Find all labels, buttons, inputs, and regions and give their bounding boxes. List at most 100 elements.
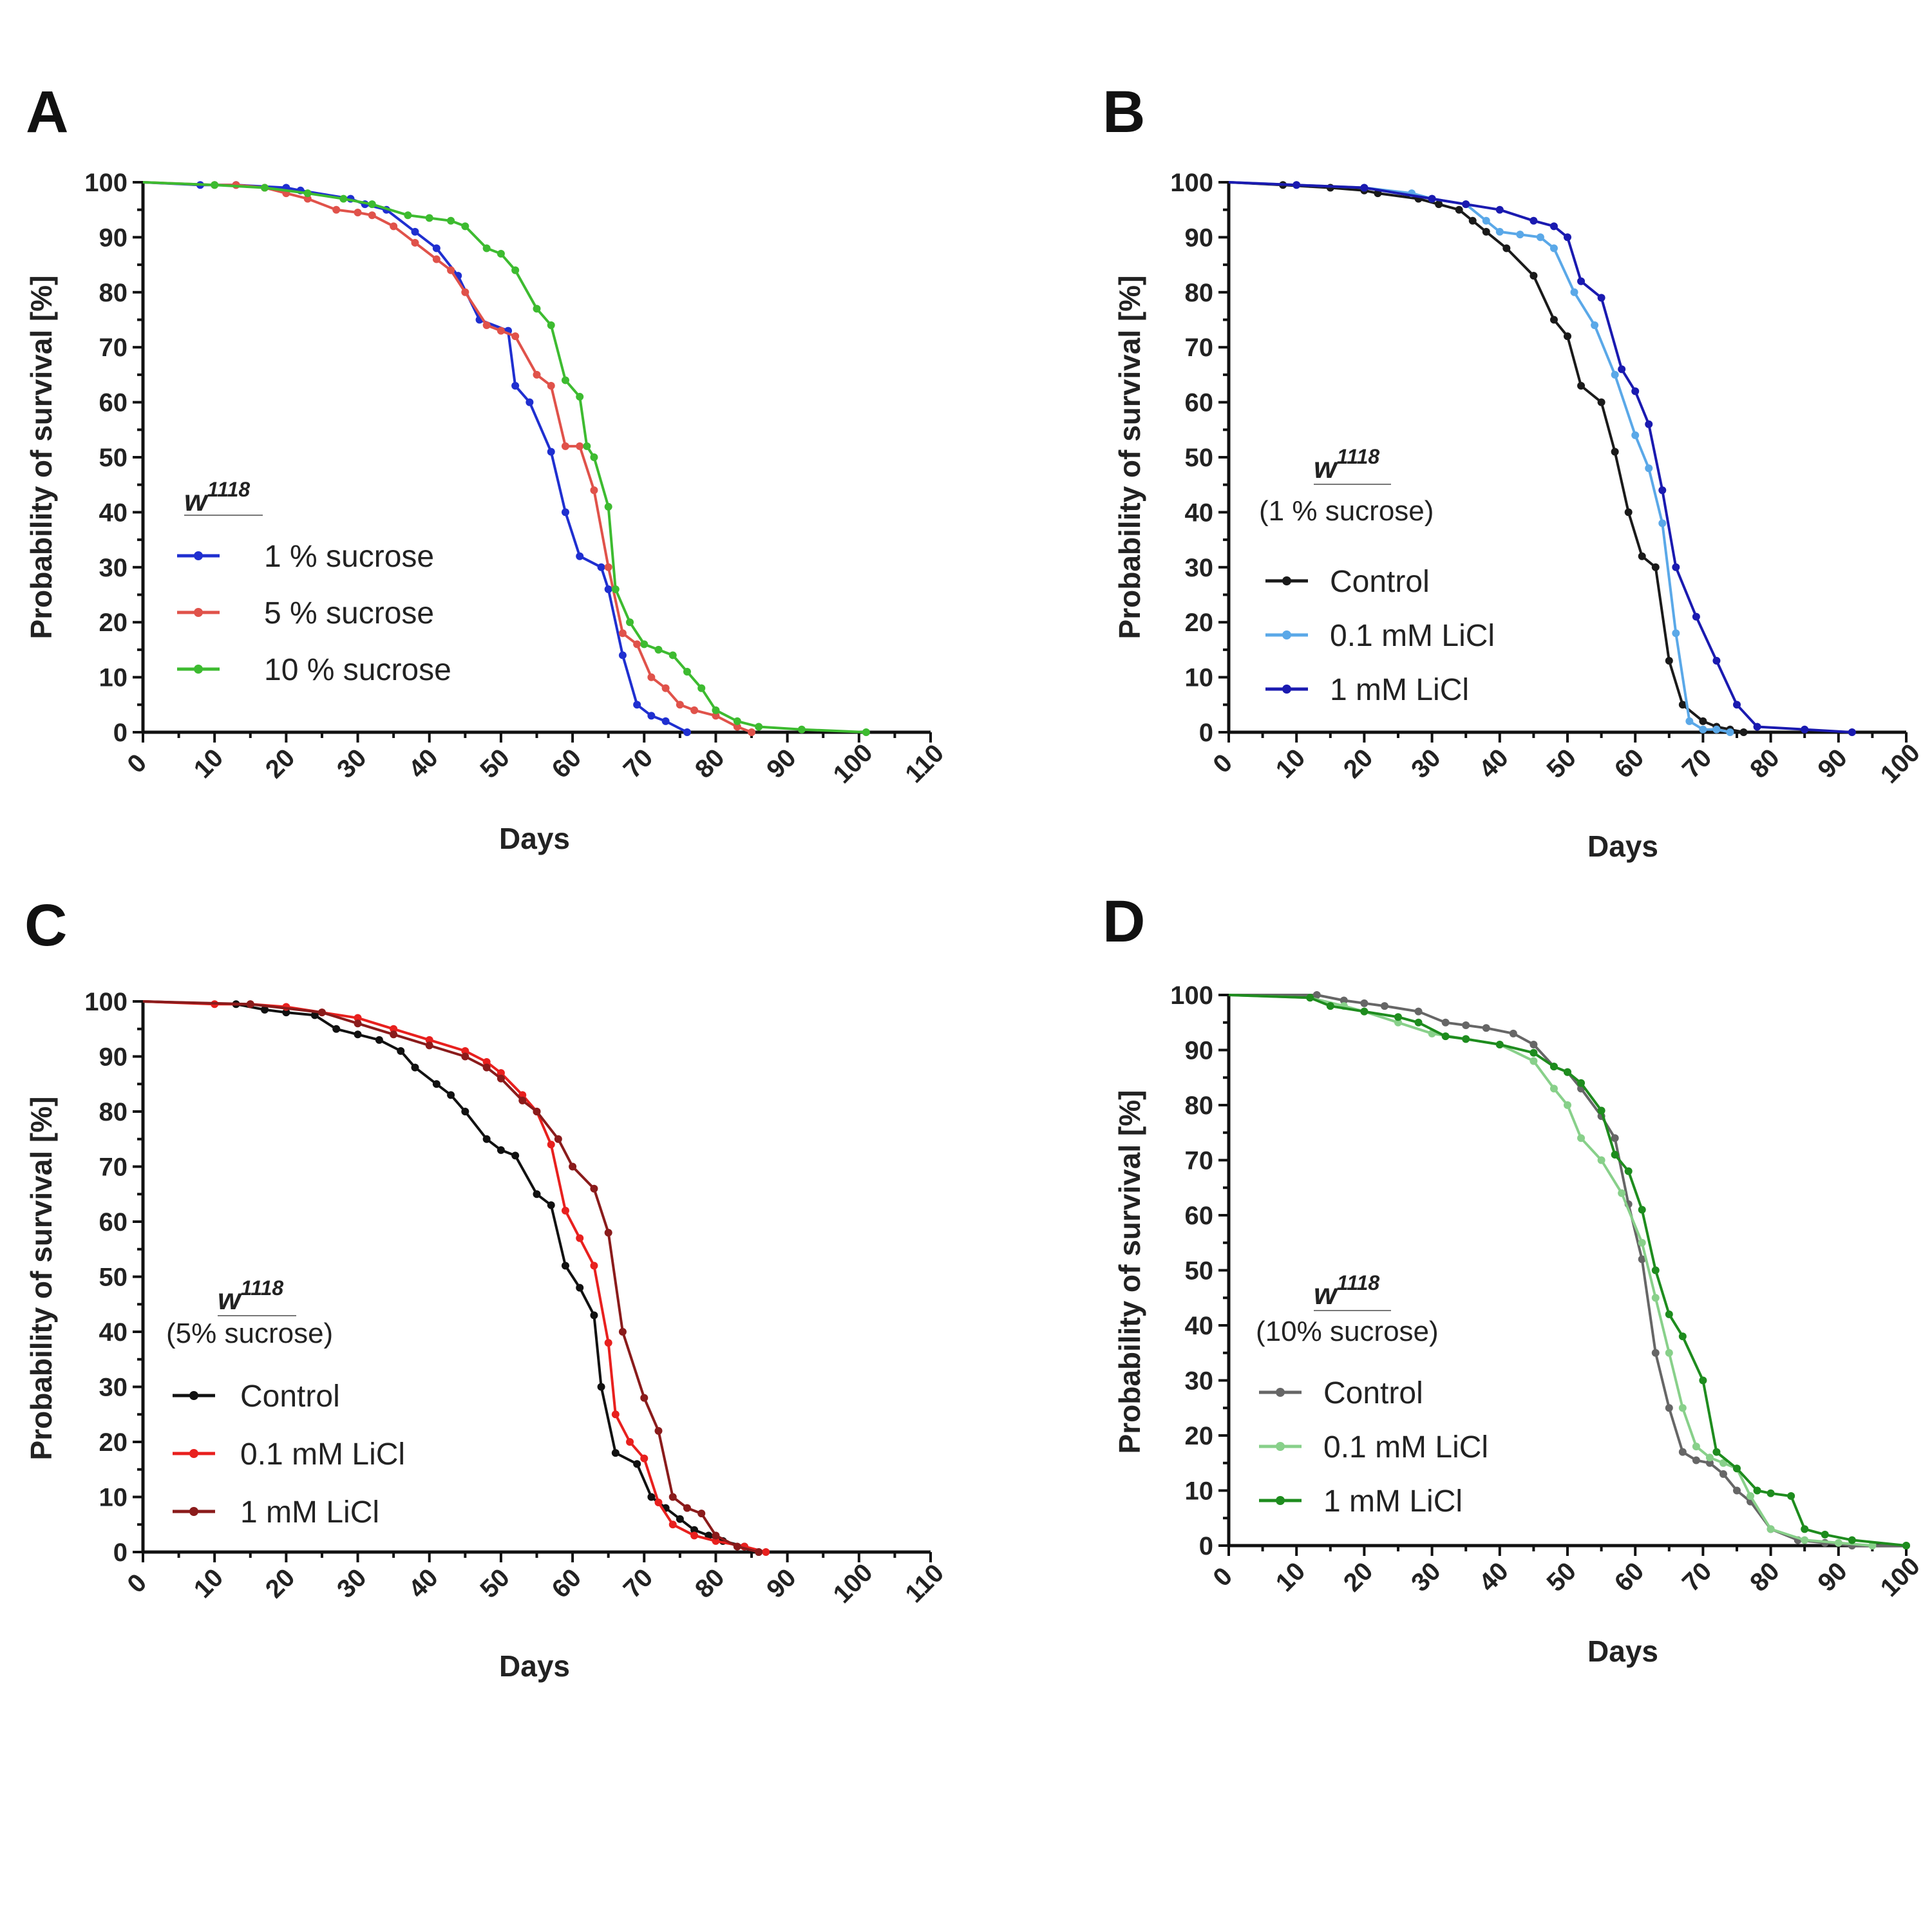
data-point: [1699, 1376, 1707, 1385]
data-point: [633, 640, 641, 649]
data-point: [1611, 370, 1619, 379]
data-point: [604, 1339, 612, 1347]
data-point: [604, 563, 612, 571]
data-point: [1692, 612, 1700, 621]
data-point: [1726, 728, 1734, 736]
legend-label: 1 mM LiCl: [1323, 1484, 1463, 1519]
data-point: [1624, 508, 1633, 516]
x-axis-title: Days: [1587, 1634, 1658, 1668]
legend-label: 5 % sucrose: [264, 596, 434, 630]
data-point: [1712, 725, 1721, 734]
data-point: [712, 712, 720, 720]
panel-label-a: A: [26, 79, 68, 145]
data-point: [640, 1394, 649, 1402]
y-tick-label: 70: [1185, 334, 1214, 362]
data-point: [1705, 1459, 1714, 1467]
data-point: [432, 1080, 440, 1088]
data-point: [1597, 1106, 1605, 1115]
legend-d: w1118 (10% sucrose) Control 0.1 mM LiCl 1 …: [1256, 1271, 1488, 1519]
y-tick-label: 80: [1185, 1092, 1214, 1120]
data-point: [590, 1311, 598, 1320]
y-tick-label: 60: [99, 389, 128, 417]
legend-marker: [1276, 1388, 1285, 1397]
legend-item: 1 % sucrose: [177, 540, 434, 574]
data-point: [482, 1135, 491, 1143]
data-point: [1312, 991, 1321, 999]
data-point: [1468, 216, 1477, 225]
data-point: [604, 502, 612, 511]
data-point: [1733, 1486, 1741, 1495]
data-point: [432, 255, 440, 263]
data-point: [447, 216, 455, 225]
data-point: [1564, 1068, 1571, 1076]
data-point: [654, 1499, 663, 1507]
y-tick-label: 30: [99, 554, 128, 582]
legend-label: Control: [1330, 565, 1430, 599]
legend-item: Control: [173, 1379, 340, 1414]
legend-item: 1 mM LiCl: [173, 1495, 379, 1530]
data-point: [547, 1201, 555, 1209]
data-point: [1394, 1013, 1402, 1021]
legend-item: 0.1 mM LiCl: [173, 1437, 405, 1472]
y-tick-label: 80: [99, 1098, 128, 1126]
data-point: [461, 1046, 469, 1055]
data-point: [1380, 1002, 1388, 1010]
x-axis-title: Days: [499, 1649, 570, 1683]
data-point: [1441, 1018, 1450, 1027]
data-point: [755, 1548, 763, 1556]
data-point: [1577, 277, 1586, 285]
data-point: [1719, 1459, 1727, 1467]
data-point: [683, 1504, 691, 1512]
data-point: [303, 194, 312, 203]
data-point: [1435, 200, 1443, 209]
data-point: [661, 684, 670, 692]
y-axis-title: Probability of survival [%]: [24, 276, 58, 639]
data-point: [1340, 996, 1348, 1005]
data-point: [618, 651, 627, 659]
data-point: [668, 1493, 677, 1501]
legend-b: w1118 (1 % sucrose) Control 0.1 mM LiCl 1 …: [1259, 445, 1495, 707]
y-tick-label: 40: [99, 1318, 128, 1347]
y-tick-label: 10: [1185, 664, 1214, 692]
data-point: [1665, 656, 1673, 665]
panel-label-b: B: [1103, 79, 1145, 145]
data-point: [354, 1030, 362, 1039]
data-point: [661, 717, 670, 725]
data-point: [1678, 1448, 1687, 1456]
legend-a: w1118 1 % sucrose 5 % sucrose 10 % sucrose: [177, 478, 451, 687]
legend-item: 1 mM LiCl: [1259, 1484, 1463, 1519]
data-point: [1462, 1035, 1470, 1043]
data-point: [647, 712, 656, 720]
y-axis-title: Probability of survival [%]: [24, 1097, 58, 1461]
data-point: [1672, 563, 1680, 571]
y-tick-label: 30: [1185, 1367, 1214, 1396]
data-point: [690, 1526, 699, 1534]
data-point: [1536, 233, 1544, 242]
data-point: [511, 332, 520, 341]
y-tick-label: 90: [99, 223, 128, 252]
data-point: [1766, 1489, 1775, 1497]
data-point: [862, 728, 870, 736]
data-point: [1848, 1536, 1856, 1544]
data-point: [432, 244, 440, 252]
data-point: [1733, 1464, 1741, 1473]
legend-label: 0.1 mM LiCl: [1323, 1430, 1488, 1464]
y-axis-title: Probability of survival [%]: [1113, 276, 1146, 639]
data-point: [390, 1025, 398, 1033]
data-point: [583, 442, 591, 450]
data-point: [590, 1184, 598, 1193]
data-point: [1766, 1525, 1775, 1533]
data-point: [461, 1052, 469, 1061]
data-point: [1597, 398, 1605, 406]
data-point: [246, 1000, 254, 1009]
y-tick-label: 0: [113, 1539, 128, 1567]
y-tick-label: 90: [1185, 1037, 1214, 1065]
data-point: [626, 618, 634, 627]
y-tick-label: 60: [1185, 389, 1214, 417]
data-point: [1638, 552, 1646, 560]
legend-marker: [1282, 630, 1291, 639]
data-point: [1665, 1310, 1673, 1318]
data-point: [576, 1283, 584, 1292]
data-point: [1597, 294, 1605, 302]
